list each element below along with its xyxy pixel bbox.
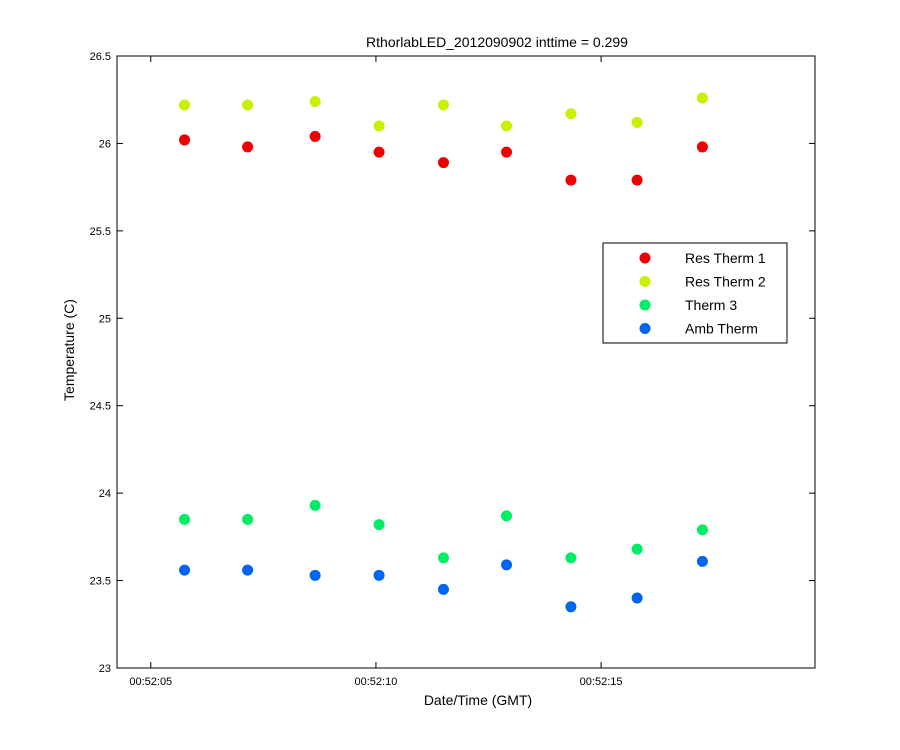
data-point — [309, 95, 321, 107]
data-point — [501, 120, 513, 132]
data-point — [373, 146, 385, 158]
data-point — [242, 99, 254, 111]
y-tick-label: 25 — [99, 313, 111, 325]
data-point — [373, 569, 385, 581]
data-point — [437, 583, 449, 595]
data-point — [565, 552, 577, 564]
x-tick-label: 00:52:10 — [355, 676, 398, 688]
data-point — [631, 592, 643, 604]
legend-label: Therm 3 — [685, 297, 737, 313]
y-tick-label: 25.5 — [90, 226, 111, 238]
data-point — [309, 499, 321, 511]
y-tick-label: 23.5 — [90, 576, 111, 588]
data-point — [437, 552, 449, 564]
legend-marker — [639, 276, 651, 287]
data-points — [179, 92, 708, 613]
legend-marker — [639, 252, 651, 264]
data-point — [179, 134, 191, 146]
data-point — [631, 174, 643, 186]
data-point — [631, 543, 643, 555]
data-point — [631, 116, 643, 128]
series-amb-therm — [179, 555, 708, 613]
data-point — [565, 108, 577, 120]
data-point — [565, 174, 577, 186]
series-res-therm-2 — [179, 92, 708, 132]
data-point — [696, 555, 708, 567]
legend-label: Res Therm 2 — [685, 274, 766, 290]
y-tick-label: 26 — [99, 138, 111, 150]
x-axis-label: Date/Time (GMT) — [424, 692, 532, 708]
plot-area — [116, 55, 816, 669]
data-point — [501, 510, 513, 522]
data-point — [373, 519, 385, 531]
data-point — [179, 513, 191, 525]
data-point — [437, 99, 449, 111]
data-point — [501, 146, 513, 158]
data-point — [501, 559, 513, 571]
data-point — [179, 99, 191, 111]
series-therm-3 — [179, 499, 708, 564]
data-point — [309, 569, 321, 581]
data-point — [437, 157, 449, 169]
legend-box — [602, 242, 788, 344]
legend-label: Res Therm 1 — [685, 250, 766, 266]
legend-marker — [639, 323, 651, 334]
data-point — [373, 120, 385, 132]
data-point — [242, 513, 254, 525]
x-tick-label: 00:52:15 — [580, 676, 623, 688]
y-tick-label: 23 — [99, 663, 111, 675]
y-axis-label: Temperature (C) — [61, 299, 77, 401]
data-point — [309, 130, 321, 142]
y-tick-label: 24 — [99, 488, 111, 500]
data-point — [696, 92, 708, 104]
y-tick-label: 26.5 — [90, 51, 111, 63]
data-point — [696, 524, 708, 536]
data-point — [696, 141, 708, 153]
data-point — [242, 564, 254, 576]
data-point — [565, 601, 577, 613]
legend-label: Amb Therm — [685, 321, 758, 337]
legend: Res Therm 1 Res Therm 2 Therm 3 Amb Therm — [602, 242, 788, 344]
axis-ticks: 23 23.5 24 24.5 25 25.5 26 26.5 00:52:05 00:52:10… — [90, 51, 815, 688]
series-res-therm-1 — [179, 130, 708, 186]
x-tick-label: 00:52:05 — [129, 676, 172, 688]
y-tick-label: 24.5 — [90, 401, 111, 413]
legend-marker — [639, 299, 651, 311]
chart-title: RthorlabLED_2012090902 inttime = 0.299 — [366, 34, 628, 50]
data-point — [242, 141, 254, 153]
data-point — [179, 564, 191, 576]
